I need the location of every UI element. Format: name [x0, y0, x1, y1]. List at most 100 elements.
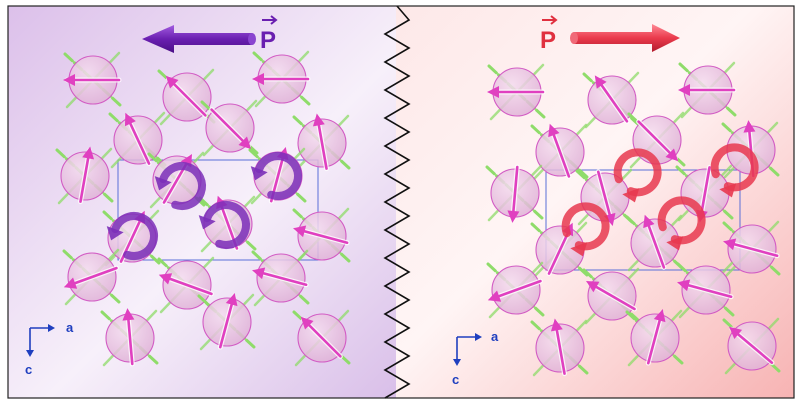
moment-arrow-head: [643, 214, 655, 229]
magnetic-atom: [100, 308, 160, 367]
magnetic-atom: [55, 146, 115, 205]
moment-arrow-head: [165, 75, 179, 89]
moment-arrow-shaft: [588, 281, 636, 311]
moment-arrow-head: [507, 210, 520, 223]
rotation-arrowhead: [666, 236, 684, 251]
moment-arrow-shaft: [161, 274, 213, 296]
magnetic-atom: [530, 318, 590, 377]
moment-arrow-shaft: [549, 126, 571, 178]
axis-label-c: c: [25, 362, 32, 377]
moment-arrow-shaft: [295, 227, 349, 245]
magnetic-atom: [108, 111, 168, 169]
moment-arrow-shaft: [210, 108, 250, 148]
moment-arrow-shaft: [126, 310, 134, 366]
magnetic-atom: [582, 267, 642, 325]
rotation-arc: [255, 152, 302, 200]
moment-arrow-shaft: [554, 321, 566, 375]
magnetic-atom: [251, 249, 311, 307]
rotation-arc: [203, 201, 250, 249]
moment-arrow-shaft: [79, 149, 91, 203]
moment-arrow-head: [548, 123, 560, 138]
polarization-label-left: P: [260, 15, 278, 54]
magnetic-atom: [63, 51, 123, 109]
moment-arrow-head: [550, 318, 563, 332]
clockwise-rotation-arrow: [106, 212, 158, 260]
rotation-arc: [657, 196, 706, 245]
atoms-right: [485, 61, 782, 377]
rotation-arrows-left: [106, 152, 302, 260]
magnetic-atom: [678, 61, 738, 119]
moment-arrow-head: [252, 73, 264, 85]
polarization-arrow-left: [142, 25, 256, 53]
rotation-arc: [111, 212, 158, 260]
moment-arrow-shaft: [167, 77, 207, 117]
magnetic-atom: [582, 71, 642, 129]
magnetic-atom: [625, 309, 685, 367]
polarization-label: P: [260, 27, 276, 54]
moment-arrow-head: [312, 113, 325, 127]
moment-arrow-shaft: [125, 115, 151, 165]
magnetic-atom: [292, 113, 352, 172]
rotation-arrowhead: [622, 188, 640, 203]
moment-arrow-shaft: [679, 281, 733, 299]
magnetic-atom: [676, 261, 736, 319]
magnetic-atom: [530, 123, 590, 181]
rotation-arc: [561, 202, 610, 251]
counterclockwise-rotation-arrow: [613, 148, 662, 203]
magnetic-atom: [62, 248, 122, 306]
magnetic-atom: [487, 63, 547, 121]
moment-arrow-head: [586, 281, 600, 293]
moment-arrow-head: [678, 84, 690, 96]
moment-arrow-head: [225, 293, 238, 307]
rotation-arrowhead: [198, 215, 216, 230]
counterclockwise-rotation-arrow: [561, 202, 610, 257]
moment-arrow-head: [594, 75, 607, 89]
moment-arrow-shaft: [511, 165, 519, 221]
counterclockwise-rotation-arrow: [710, 143, 759, 198]
rotation-arc: [159, 162, 206, 210]
polarization-label: P: [540, 27, 556, 54]
rotation-arrowhead: [154, 176, 172, 191]
moment-arrow-head: [124, 112, 136, 127]
moment-arrow-head: [653, 309, 666, 323]
axis-label-c: c: [452, 372, 459, 387]
axis-indicator-left: a c: [25, 320, 74, 377]
moment-arrow-shaft: [218, 295, 236, 349]
moment-arrow-head: [487, 290, 502, 302]
moment-arrow-head: [743, 120, 756, 133]
rotation-arrowhead: [250, 166, 268, 181]
moment-arrow-shaft: [637, 120, 677, 160]
left-panel-background: [8, 6, 408, 398]
magnetic-atom: [722, 317, 782, 375]
moment-arrow-shaft: [646, 311, 664, 365]
moment-arrow-head: [729, 326, 743, 340]
rotation-arc: [710, 143, 759, 192]
moment-arrow-head: [723, 238, 737, 251]
moment-arrow-head: [158, 273, 173, 285]
zigzag-separator: [383, 5, 411, 399]
magnetic-atom: [157, 68, 217, 126]
moment-arrow-head: [300, 316, 314, 330]
figure-border: [7, 5, 795, 399]
moment-arrow-shaft: [316, 116, 328, 170]
magnetic-atom: [252, 50, 312, 108]
rotation-arrowhead: [570, 242, 588, 257]
moment-arrow-shaft: [730, 327, 774, 365]
axis-indicator-right: a c: [452, 329, 499, 387]
moment-arrow-head: [122, 308, 135, 321]
rotation-arc: [613, 148, 662, 197]
moment-arrow-head: [63, 277, 78, 289]
magnetic-atom: [200, 99, 260, 157]
rotation-arrows-right: [561, 143, 759, 257]
moment-arrow-head: [677, 279, 691, 292]
moment-arrow-shaft: [595, 77, 629, 123]
magnetic-atom: [486, 261, 546, 319]
moment-arrow-shaft: [66, 266, 118, 288]
counterclockwise-rotation-arrow: [657, 196, 706, 251]
atoms-left: [55, 50, 352, 367]
polarization-arrow-right: [570, 24, 680, 52]
moment-arrow-head: [293, 225, 307, 238]
moment-arrow-head: [63, 74, 75, 86]
